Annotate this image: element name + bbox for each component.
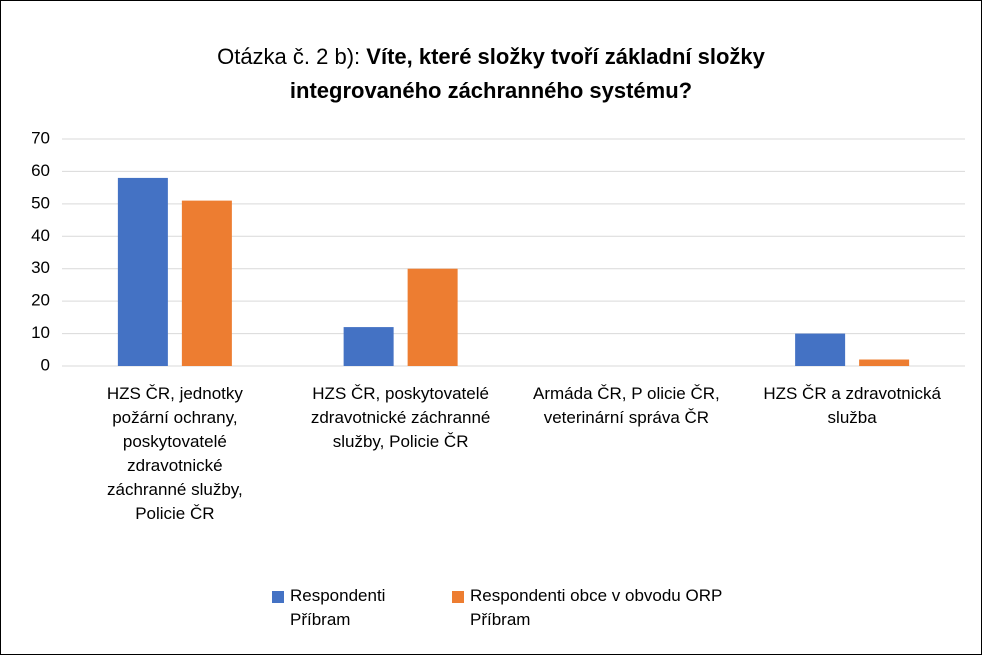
bar (343, 327, 394, 366)
bar (181, 200, 232, 366)
x-tick-label: Armáda ČR, P olicie ČR, veterinární sprá… (533, 384, 720, 427)
chart-title: Otázka č. 2 b): Víte, které složky tvoří… (0, 44, 982, 70)
legend-label: Respondenti Příbram (290, 586, 386, 629)
x-tick-label: HZS ČR a zdravotnická služba (763, 384, 941, 427)
x-tick-label: HZS ČR, poskytovatelé zdravotnické záchr… (310, 384, 491, 451)
bar (859, 359, 910, 366)
y-tick-label: 10 (31, 323, 50, 342)
title-label: Otázka č. 2 b): (217, 44, 361, 69)
y-tick-label: 60 (31, 161, 50, 180)
bar (117, 177, 168, 366)
x-tick-label: HZS ČR, jednotky požární ochrany, poskyt… (106, 384, 243, 523)
bar (407, 268, 458, 366)
y-tick-label: 40 (31, 226, 50, 245)
y-tick-label: 70 (31, 128, 50, 147)
title-question: integrovaného záchranného systému? (289, 78, 693, 103)
y-tick-label: 0 (41, 355, 50, 374)
legend-swatch (272, 591, 284, 603)
title-question: Víte, které složky tvoří základní složky (366, 44, 765, 69)
y-tick-label: 50 (31, 193, 50, 212)
bar (795, 333, 846, 366)
y-tick-label: 20 (31, 291, 50, 310)
legend-label: Respondenti obce v obvodu ORP Příbram (470, 586, 723, 629)
legend-swatch (452, 591, 464, 603)
y-tick-label: 30 (31, 258, 50, 277)
